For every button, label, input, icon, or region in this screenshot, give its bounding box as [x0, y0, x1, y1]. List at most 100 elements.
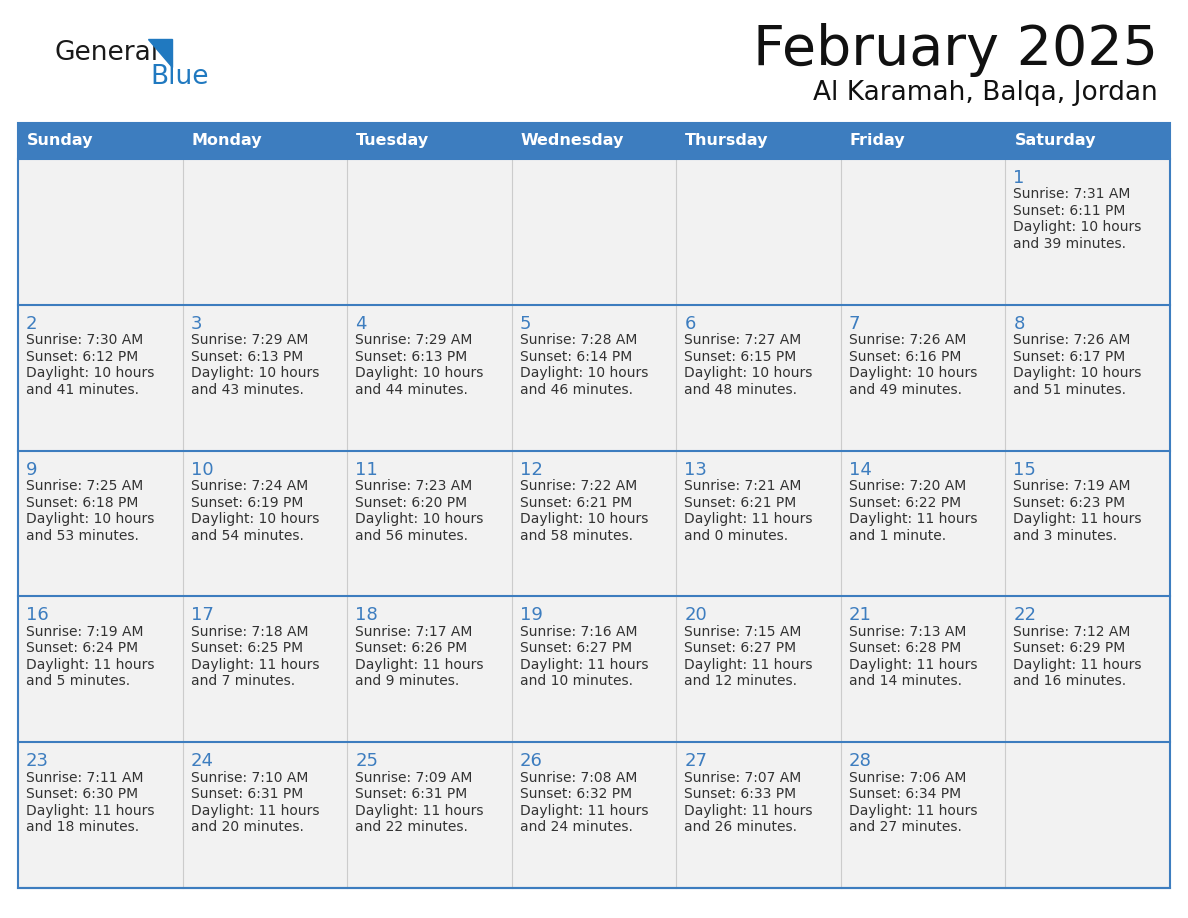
Bar	[183, 597, 347, 742]
Text: Daylight: 11 hours: Daylight: 11 hours	[849, 803, 978, 818]
Bar	[841, 597, 1005, 742]
Text: 23: 23	[26, 752, 49, 770]
Text: Sunrise: 7:31 AM: Sunrise: 7:31 AM	[1013, 187, 1131, 201]
Text: 11: 11	[355, 461, 378, 478]
Text: Daylight: 11 hours: Daylight: 11 hours	[684, 803, 813, 818]
Text: Tuesday: Tuesday	[356, 133, 429, 149]
Text: Sunrise: 7:29 AM: Sunrise: 7:29 AM	[355, 333, 473, 347]
Bar	[1005, 597, 1170, 742]
Bar	[676, 305, 841, 451]
Text: Daylight: 11 hours: Daylight: 11 hours	[519, 803, 649, 818]
Text: Sunset: 6:31 PM: Sunset: 6:31 PM	[190, 788, 303, 801]
Text: Daylight: 10 hours: Daylight: 10 hours	[190, 366, 318, 380]
Text: Sunrise: 7:19 AM: Sunrise: 7:19 AM	[1013, 479, 1131, 493]
Text: Wednesday: Wednesday	[520, 133, 624, 149]
Text: and 46 minutes.: and 46 minutes.	[519, 383, 633, 397]
Text: Sunrise: 7:06 AM: Sunrise: 7:06 AM	[849, 771, 966, 785]
Text: Daylight: 11 hours: Daylight: 11 hours	[1013, 512, 1142, 526]
Text: Daylight: 11 hours: Daylight: 11 hours	[26, 803, 154, 818]
Text: Sunset: 6:24 PM: Sunset: 6:24 PM	[26, 642, 138, 655]
Text: Sunrise: 7:20 AM: Sunrise: 7:20 AM	[849, 479, 966, 493]
Bar	[841, 123, 1005, 159]
Text: Sunrise: 7:17 AM: Sunrise: 7:17 AM	[355, 625, 473, 639]
Bar	[676, 597, 841, 742]
Text: Sunset: 6:13 PM: Sunset: 6:13 PM	[355, 350, 467, 364]
Bar	[18, 123, 1170, 888]
Text: Sunset: 6:21 PM: Sunset: 6:21 PM	[519, 496, 632, 509]
Bar	[347, 123, 512, 159]
Text: Sunset: 6:23 PM: Sunset: 6:23 PM	[1013, 496, 1125, 509]
Text: and 53 minutes.: and 53 minutes.	[26, 529, 139, 543]
Text: 15: 15	[1013, 461, 1036, 478]
Text: and 14 minutes.: and 14 minutes.	[849, 675, 962, 688]
Text: Daylight: 10 hours: Daylight: 10 hours	[1013, 366, 1142, 380]
Text: 26: 26	[519, 752, 543, 770]
Bar	[1005, 159, 1170, 305]
Bar	[183, 123, 347, 159]
Bar	[841, 305, 1005, 451]
Bar	[183, 742, 347, 888]
Bar	[1005, 123, 1170, 159]
Text: and 9 minutes.: and 9 minutes.	[355, 675, 460, 688]
Text: and 18 minutes.: and 18 minutes.	[26, 820, 139, 834]
Text: Saturday: Saturday	[1015, 133, 1095, 149]
Text: and 51 minutes.: and 51 minutes.	[1013, 383, 1126, 397]
Text: 6: 6	[684, 315, 696, 333]
Text: Sunrise: 7:22 AM: Sunrise: 7:22 AM	[519, 479, 637, 493]
Bar	[676, 451, 841, 597]
Text: Sunday: Sunday	[27, 133, 94, 149]
Text: 5: 5	[519, 315, 531, 333]
Text: Sunrise: 7:30 AM: Sunrise: 7:30 AM	[26, 333, 144, 347]
Text: Daylight: 11 hours: Daylight: 11 hours	[26, 658, 154, 672]
Bar	[18, 597, 183, 742]
Text: and 0 minutes.: and 0 minutes.	[684, 529, 789, 543]
Text: 21: 21	[849, 607, 872, 624]
Bar	[183, 159, 347, 305]
Text: Daylight: 11 hours: Daylight: 11 hours	[355, 658, 484, 672]
Text: 19: 19	[519, 607, 543, 624]
Text: Sunset: 6:27 PM: Sunset: 6:27 PM	[684, 642, 796, 655]
Text: and 56 minutes.: and 56 minutes.	[355, 529, 468, 543]
Text: Sunrise: 7:25 AM: Sunrise: 7:25 AM	[26, 479, 144, 493]
Text: Sunrise: 7:16 AM: Sunrise: 7:16 AM	[519, 625, 637, 639]
Text: Daylight: 10 hours: Daylight: 10 hours	[26, 512, 154, 526]
Text: Daylight: 11 hours: Daylight: 11 hours	[684, 512, 813, 526]
Text: Sunset: 6:17 PM: Sunset: 6:17 PM	[1013, 350, 1126, 364]
Bar	[512, 159, 676, 305]
Polygon shape	[148, 39, 172, 67]
Text: Sunset: 6:11 PM: Sunset: 6:11 PM	[1013, 204, 1126, 218]
Text: and 3 minutes.: and 3 minutes.	[1013, 529, 1118, 543]
Text: 2: 2	[26, 315, 38, 333]
Text: and 39 minutes.: and 39 minutes.	[1013, 237, 1126, 251]
Text: 20: 20	[684, 607, 707, 624]
Text: Sunrise: 7:08 AM: Sunrise: 7:08 AM	[519, 771, 637, 785]
Text: Sunrise: 7:09 AM: Sunrise: 7:09 AM	[355, 771, 473, 785]
Text: Sunset: 6:22 PM: Sunset: 6:22 PM	[849, 496, 961, 509]
Text: Sunset: 6:12 PM: Sunset: 6:12 PM	[26, 350, 138, 364]
Text: Daylight: 11 hours: Daylight: 11 hours	[849, 658, 978, 672]
Text: and 12 minutes.: and 12 minutes.	[684, 675, 797, 688]
Text: Daylight: 11 hours: Daylight: 11 hours	[190, 658, 320, 672]
Text: 22: 22	[1013, 607, 1036, 624]
Bar	[18, 159, 183, 305]
Text: Sunset: 6:30 PM: Sunset: 6:30 PM	[26, 788, 138, 801]
Text: 7: 7	[849, 315, 860, 333]
Bar	[512, 123, 676, 159]
Text: 3: 3	[190, 315, 202, 333]
Text: Sunrise: 7:18 AM: Sunrise: 7:18 AM	[190, 625, 308, 639]
Text: Sunrise: 7:10 AM: Sunrise: 7:10 AM	[190, 771, 308, 785]
Text: Sunset: 6:33 PM: Sunset: 6:33 PM	[684, 788, 796, 801]
Bar	[18, 742, 183, 888]
Text: Daylight: 10 hours: Daylight: 10 hours	[1013, 220, 1142, 234]
Text: 27: 27	[684, 752, 707, 770]
Text: Daylight: 10 hours: Daylight: 10 hours	[519, 512, 649, 526]
Text: Sunset: 6:27 PM: Sunset: 6:27 PM	[519, 642, 632, 655]
Text: February 2025: February 2025	[753, 23, 1158, 77]
Text: Sunrise: 7:26 AM: Sunrise: 7:26 AM	[849, 333, 966, 347]
Bar	[1005, 742, 1170, 888]
Text: Daylight: 10 hours: Daylight: 10 hours	[355, 512, 484, 526]
Text: Daylight: 10 hours: Daylight: 10 hours	[849, 366, 978, 380]
Text: 13: 13	[684, 461, 707, 478]
Text: Sunset: 6:34 PM: Sunset: 6:34 PM	[849, 788, 961, 801]
Bar	[183, 305, 347, 451]
